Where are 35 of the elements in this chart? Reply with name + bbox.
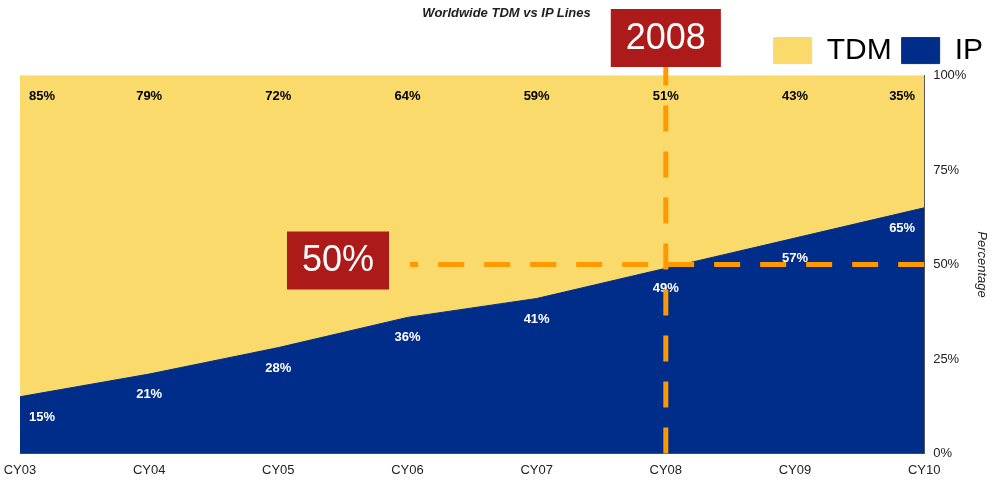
- y-axis-title: Percentage: [974, 231, 990, 298]
- y-tick-label: 100%: [933, 67, 967, 83]
- data-label: 15%: [28, 408, 56, 424]
- data-label: 64%: [394, 87, 421, 103]
- ref-line-label: 2008: [625, 15, 706, 57]
- x-tick-label: CY08: [649, 461, 683, 477]
- legend-label: IP: [954, 31, 984, 65]
- data-label: 79%: [136, 87, 163, 103]
- data-label: 28%: [265, 359, 292, 375]
- data-label: 59%: [523, 87, 551, 103]
- ref-line-label: 50%: [301, 238, 375, 280]
- y-tick-label: 50%: [933, 256, 960, 272]
- chart-title: Worldwide TDM vs IP Lines: [422, 5, 591, 21]
- y-tick-label: 25%: [933, 350, 960, 366]
- data-label: 36%: [394, 329, 421, 345]
- legend-label: TDM: [826, 31, 892, 65]
- data-label: 51%: [652, 87, 680, 103]
- x-tick-label: CY04: [132, 461, 166, 477]
- y-tick-label: 0%: [933, 444, 953, 460]
- data-label: 65%: [889, 219, 916, 235]
- data-label: 85%: [28, 87, 56, 103]
- x-tick-label: CY06: [391, 461, 424, 477]
- data-label: 35%: [889, 87, 916, 103]
- x-tick-label: CY09: [778, 461, 812, 477]
- x-tick-label: CY05: [262, 461, 295, 477]
- data-label: 49%: [652, 280, 680, 296]
- x-tick-label: CY10: [907, 461, 941, 477]
- data-label: 41%: [523, 310, 551, 326]
- x-tick-label: CY07: [520, 461, 553, 477]
- data-label: 72%: [265, 87, 292, 103]
- y-tick-label: 75%: [933, 161, 960, 177]
- data-label: 21%: [136, 386, 163, 402]
- data-label: 57%: [781, 250, 809, 266]
- data-label: 43%: [781, 87, 809, 103]
- x-tick-label: CY03: [3, 461, 37, 477]
